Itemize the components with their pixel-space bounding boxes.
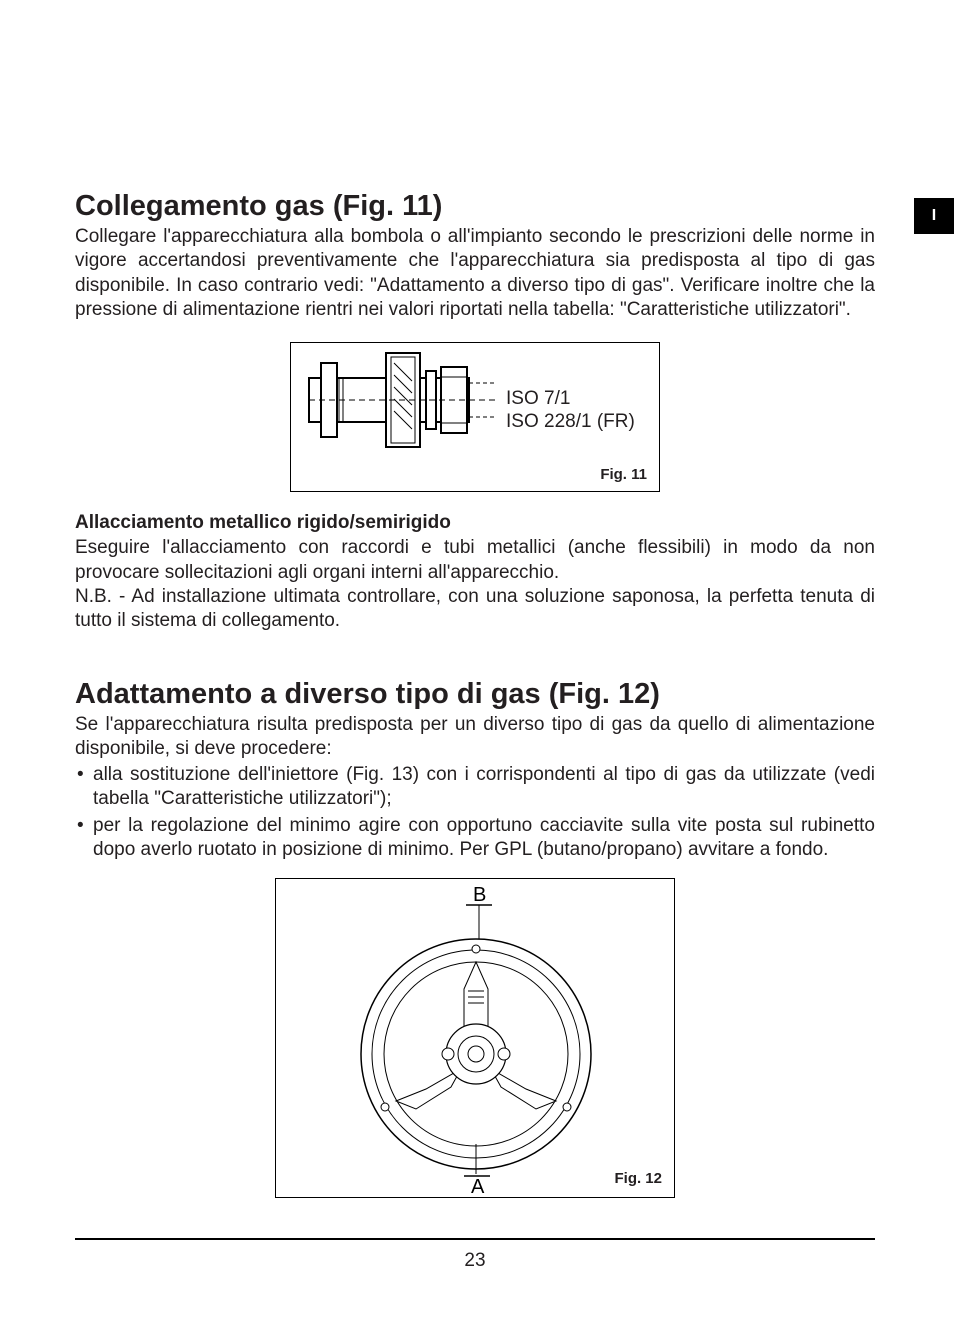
footer-divider [75,1238,875,1240]
figure-12-svg: B [276,879,676,1199]
para-allacciamento-2: N.B. - Ad installazione ultimata control… [75,585,875,634]
bullet-item: alla sostituzione dell'iniettore (Fig. 1… [75,763,875,812]
language-code: I [932,207,936,225]
para-adattamento-intro: Se l'apparecchiatura risulta predisposta… [75,713,875,762]
fig12-caption: Fig. 12 [614,1170,662,1187]
bullet-list-adattamento: alla sostituzione dell'iniettore (Fig. 1… [75,763,875,862]
heading-allacciamento: Allacciamento metallico rigido/semirigid… [75,512,875,534]
para-allacciamento-1: Eseguire l'allacciamento con raccordi e … [75,536,875,585]
figure-12-wrap: B [75,878,875,1198]
fig12-label-b-text: B [473,884,486,906]
figure-11-wrap: ISO 7/1 ISO 228/1 (FR) Fig. 11 [75,342,875,492]
heading-collegamento-gas: Collegamento gas (Fig. 11) [75,190,875,223]
para-collegamento-gas: Collegare l'apparecchiatura alla bombola… [75,225,875,322]
fig12-label-a-text: A [471,1176,485,1198]
fig11-label-iso2281: ISO 228/1 (FR) [506,411,635,433]
fig11-caption: Fig. 11 [600,466,647,483]
language-side-tab: I [914,198,954,234]
bullet-item: per la regolazione del minimo agire con … [75,814,875,863]
page-content: Collegamento gas (Fig. 11) Collegare l'a… [75,190,875,1272]
figure-12-box: B [275,878,675,1198]
figure-11-box: ISO 7/1 ISO 228/1 (FR) Fig. 11 [290,342,660,492]
page-number: 23 [75,1250,875,1272]
heading-adattamento: Adattamento a diverso tipo di gas (Fig. … [75,678,875,711]
fig11-label-iso71: ISO 7/1 [506,388,570,410]
